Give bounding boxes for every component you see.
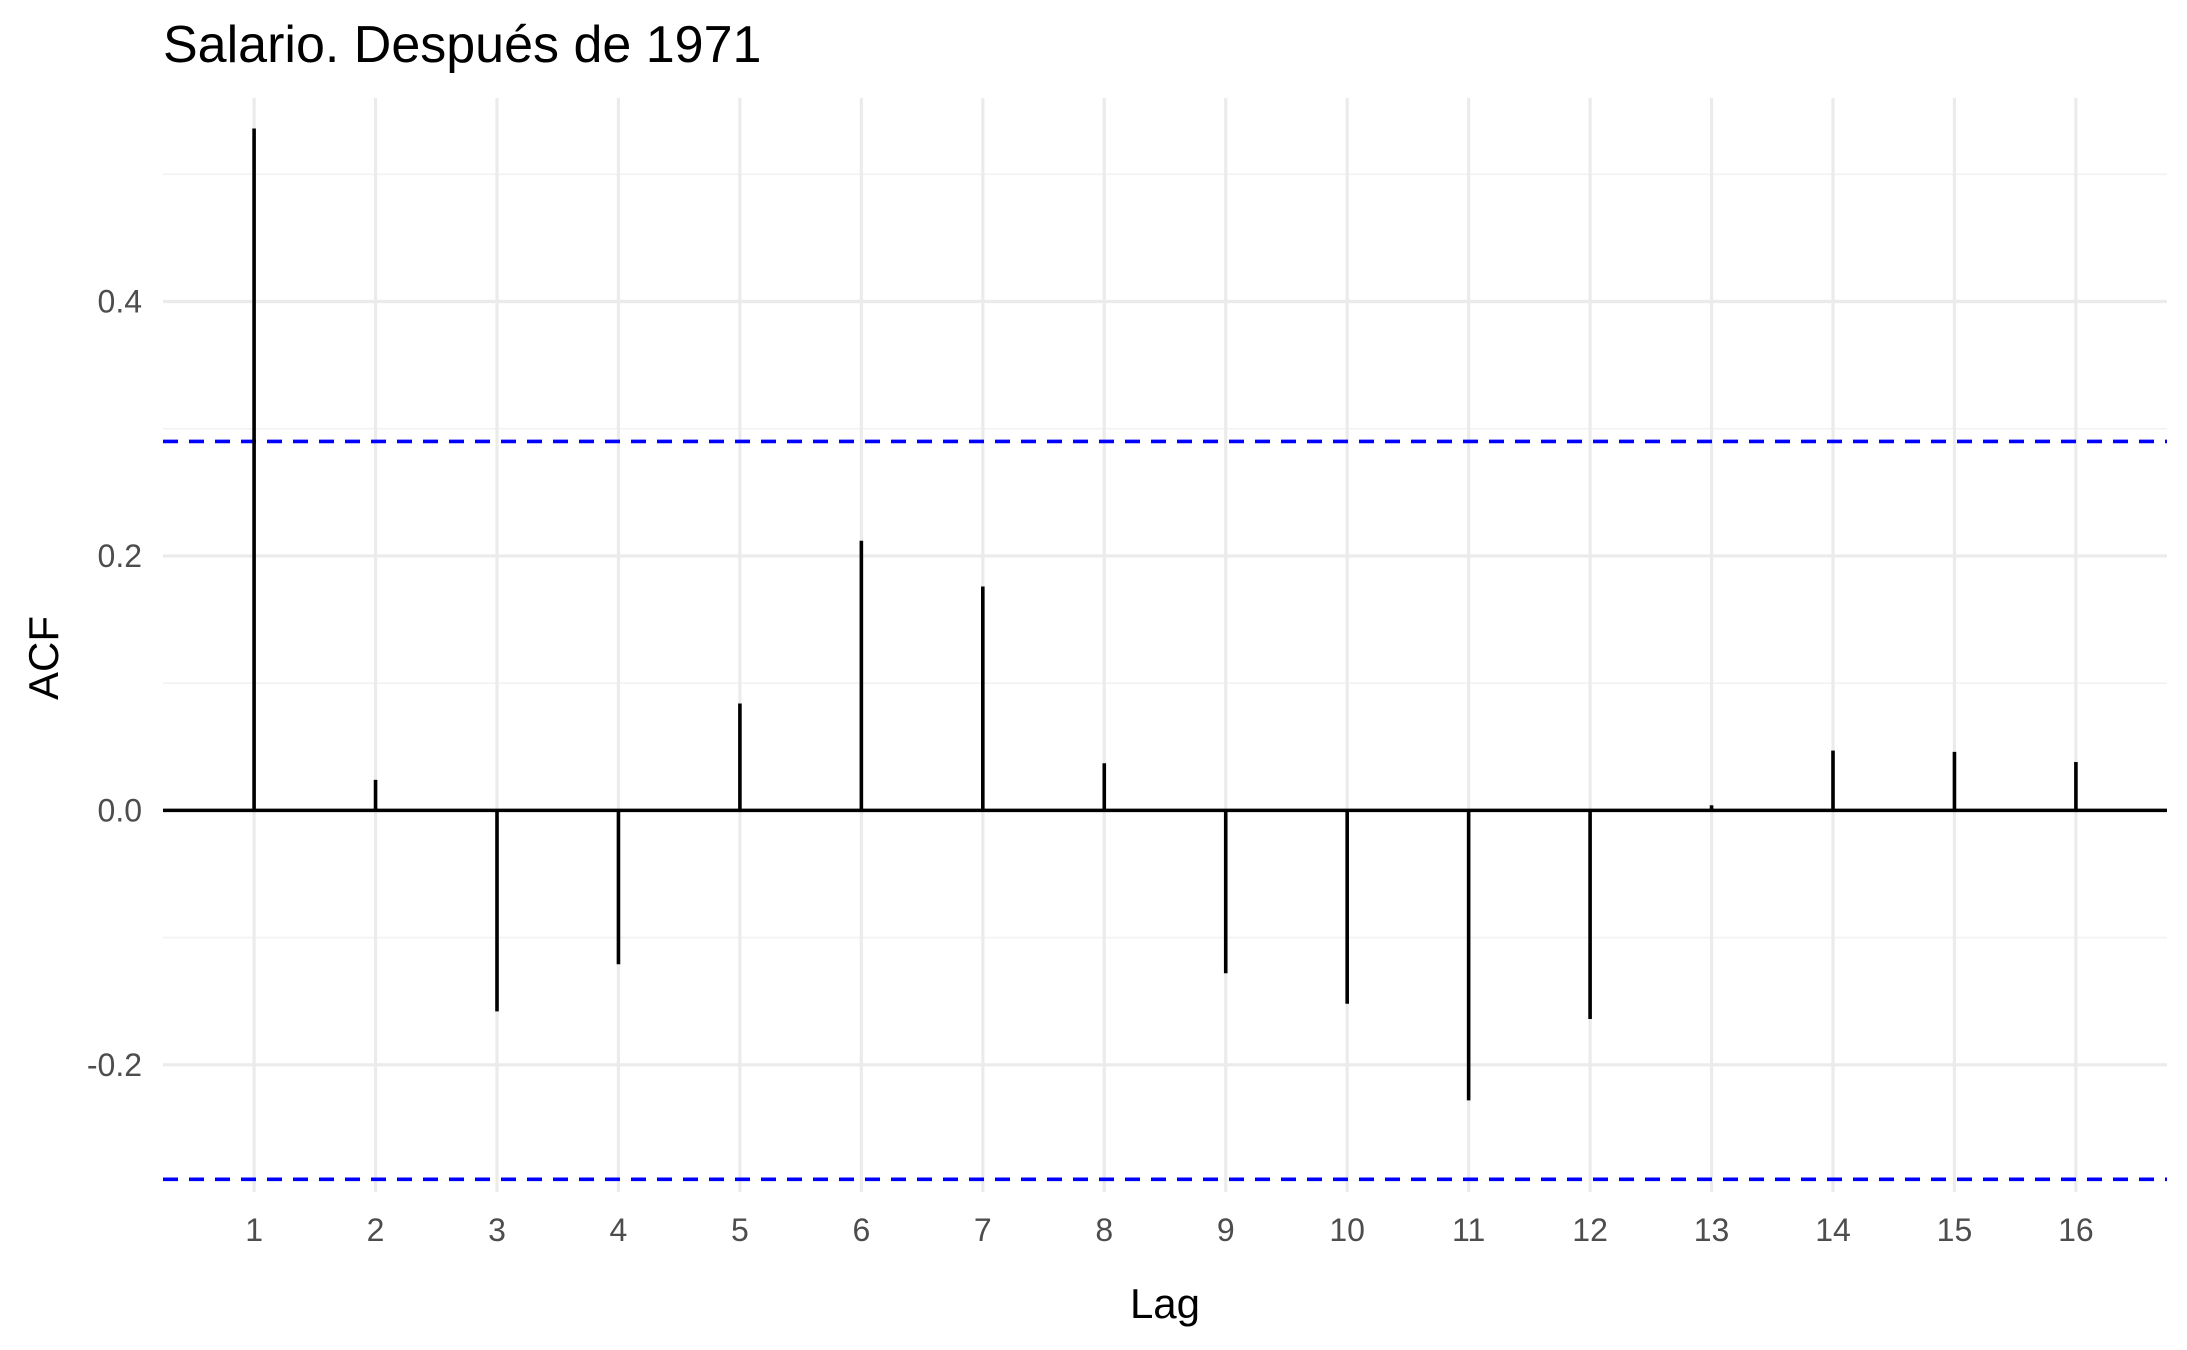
x-tick-label: 12	[1572, 1212, 1608, 1248]
x-tick-label: 10	[1329, 1212, 1365, 1248]
chart-title: Salario. Después de 1971	[163, 16, 761, 74]
x-tick-label: 13	[1694, 1212, 1730, 1248]
x-tick-label: 3	[488, 1212, 506, 1248]
x-tick-label: 1	[245, 1212, 263, 1248]
confidence-bounds	[163, 439, 2167, 1182]
y-axis-ticks: -0.2 0.0 0.2 0.4	[87, 284, 142, 1083]
x-tick-label: 8	[1095, 1212, 1113, 1248]
x-tick-label: 2	[367, 1212, 385, 1248]
x-tick-label: 7	[974, 1212, 992, 1248]
x-tick-label: 9	[1217, 1212, 1235, 1248]
y-tick-label: 0.4	[98, 284, 142, 320]
x-tick-label: 14	[1815, 1212, 1851, 1248]
x-tick-label: 4	[610, 1212, 628, 1248]
y-axis-title: ACF	[20, 616, 67, 700]
x-axis-ticks: 1 2 3 4 5 6 7 8 9 10 11 12 13 14 15 16	[245, 1212, 2094, 1248]
grid	[163, 98, 2167, 1192]
x-tick-label: 6	[852, 1212, 870, 1248]
y-tick-label: -0.2	[87, 1047, 142, 1083]
x-tick-label: 15	[1937, 1212, 1973, 1248]
y-tick-label: 0.2	[98, 538, 142, 574]
acf-bars	[163, 128, 2167, 1101]
x-tick-label: 11	[1452, 1212, 1485, 1248]
y-tick-label: 0.0	[98, 792, 142, 828]
x-tick-label: 16	[2058, 1212, 2094, 1248]
x-tick-label: 5	[731, 1212, 749, 1248]
x-axis-title: Lag	[1130, 1280, 1200, 1327]
